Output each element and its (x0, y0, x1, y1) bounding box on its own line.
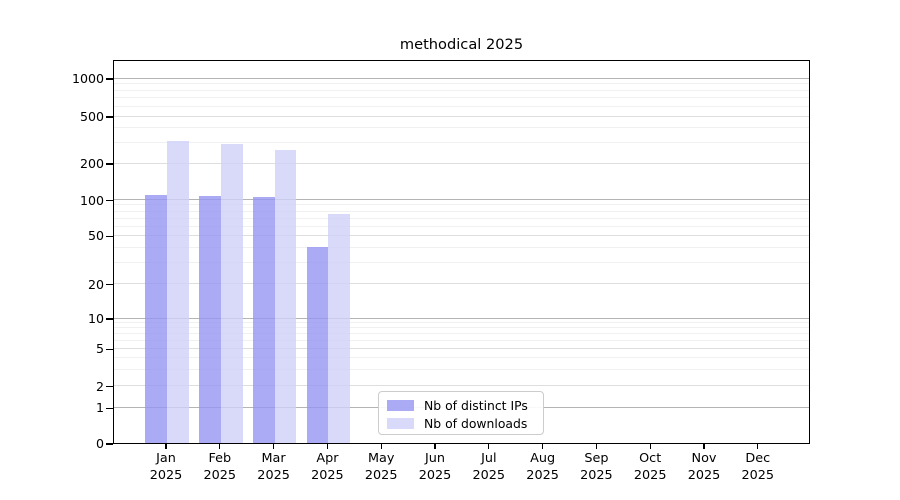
gridline (114, 97, 809, 99)
plot-area (113, 60, 810, 444)
gridline (114, 126, 809, 128)
x-tick-label: Mar 2025 (257, 451, 290, 483)
x-tick-mark (326, 444, 329, 449)
x-tick-mark (541, 444, 544, 449)
legend-item-downloads: Nb of downloads (387, 415, 535, 433)
y-tick-mark (106, 407, 113, 409)
y-tick-mark (106, 116, 113, 118)
y-tick-label: 100 (79, 192, 104, 208)
x-tick-mark (272, 444, 275, 449)
bar-downloads-feb (220, 143, 243, 443)
x-tick-label: Jun 2025 (418, 451, 452, 483)
gridline (114, 246, 809, 248)
x-tick-label: Nov 2025 (687, 451, 721, 483)
gridline (114, 357, 809, 359)
x-tick-mark (757, 444, 759, 449)
gridline (114, 217, 809, 219)
legend-label-distinct-ips: Nb of distinct IPs (424, 398, 528, 414)
bar-distinct-ips-apr (306, 247, 329, 443)
y-tick-label: 5 (95, 341, 104, 357)
y-tick-label: 1000 (71, 71, 104, 86)
y-tick-label: 50 (87, 228, 104, 244)
gridline (114, 348, 809, 349)
y-tick-mark (106, 235, 113, 238)
x-tick-mark (165, 444, 167, 449)
bar-distinct-ips-mar (252, 197, 275, 443)
y-tick-label: 1 (95, 400, 104, 416)
legend-label-downloads: Nb of downloads (424, 415, 528, 431)
gridline (114, 204, 809, 206)
x-tick-label: Jan 2025 (149, 451, 183, 483)
y-tick-label: 200 (79, 155, 104, 171)
chart-title: methodical 2025 (399, 36, 524, 53)
y-tick-mark (106, 318, 113, 320)
x-tick-mark (703, 444, 705, 449)
gridline (114, 283, 809, 285)
x-tick-label: Jul 2025 (472, 451, 506, 483)
gridline (114, 385, 809, 387)
y-tick-mark (106, 78, 113, 80)
gridline (114, 333, 809, 335)
x-tick-label: May 2025 (364, 451, 398, 483)
x-tick-label: Aug 2025 (526, 451, 559, 483)
gridline (114, 83, 809, 85)
gridline (114, 210, 809, 212)
gridline (114, 89, 809, 91)
gridline (114, 105, 809, 107)
x-tick-mark (434, 444, 436, 449)
gridline (114, 261, 809, 263)
x-tick-label: Oct 2025 (633, 451, 667, 483)
gridline (114, 162, 809, 164)
gridline (114, 225, 809, 227)
y-tick-label: 10 (87, 311, 104, 326)
bar-distinct-ips-jan (145, 195, 167, 443)
gridline (114, 235, 809, 236)
legend: Nb of distinct IPs Nb of downloads (378, 391, 544, 435)
y-tick-label: 20 (87, 276, 104, 292)
y-tick-mark (106, 385, 113, 388)
legend-item-distinct-ips: Nb of distinct IPs (387, 397, 535, 415)
y-tick-label: 500 (79, 108, 104, 124)
gridline (114, 115, 809, 117)
bar-downloads-mar (274, 149, 297, 443)
x-tick-label: Apr 2025 (311, 451, 344, 483)
gridline (114, 339, 809, 341)
gridline (114, 141, 809, 143)
y-tick-label: 0 (95, 436, 104, 451)
x-tick-mark (488, 444, 490, 449)
bar-downloads-apr (328, 214, 351, 443)
x-tick-label: Dec 2025 (741, 451, 775, 483)
x-tick-label: Feb 2025 (203, 451, 237, 483)
gridline (114, 368, 809, 370)
gridline (114, 317, 809, 319)
bar-downloads-jan (167, 140, 189, 443)
y-tick-mark (106, 443, 113, 445)
x-tick-mark (595, 444, 598, 449)
x-tick-mark (219, 444, 221, 449)
bar-distinct-ips-feb (199, 195, 221, 443)
y-tick-mark (106, 199, 113, 202)
gridline (114, 199, 809, 201)
x-tick-mark (649, 444, 651, 449)
y-tick-mark (106, 348, 113, 351)
gridline (114, 322, 809, 324)
legend-swatch-distinct-ips (387, 400, 414, 412)
legend-swatch-downloads (387, 417, 414, 429)
gridline (114, 327, 809, 329)
x-tick-label: Sep 2025 (580, 451, 613, 483)
x-tick-mark (380, 444, 382, 449)
y-tick-mark (106, 283, 113, 286)
y-tick-label: 2 (95, 378, 104, 394)
y-tick-mark (106, 163, 113, 165)
gridline (114, 77, 809, 79)
